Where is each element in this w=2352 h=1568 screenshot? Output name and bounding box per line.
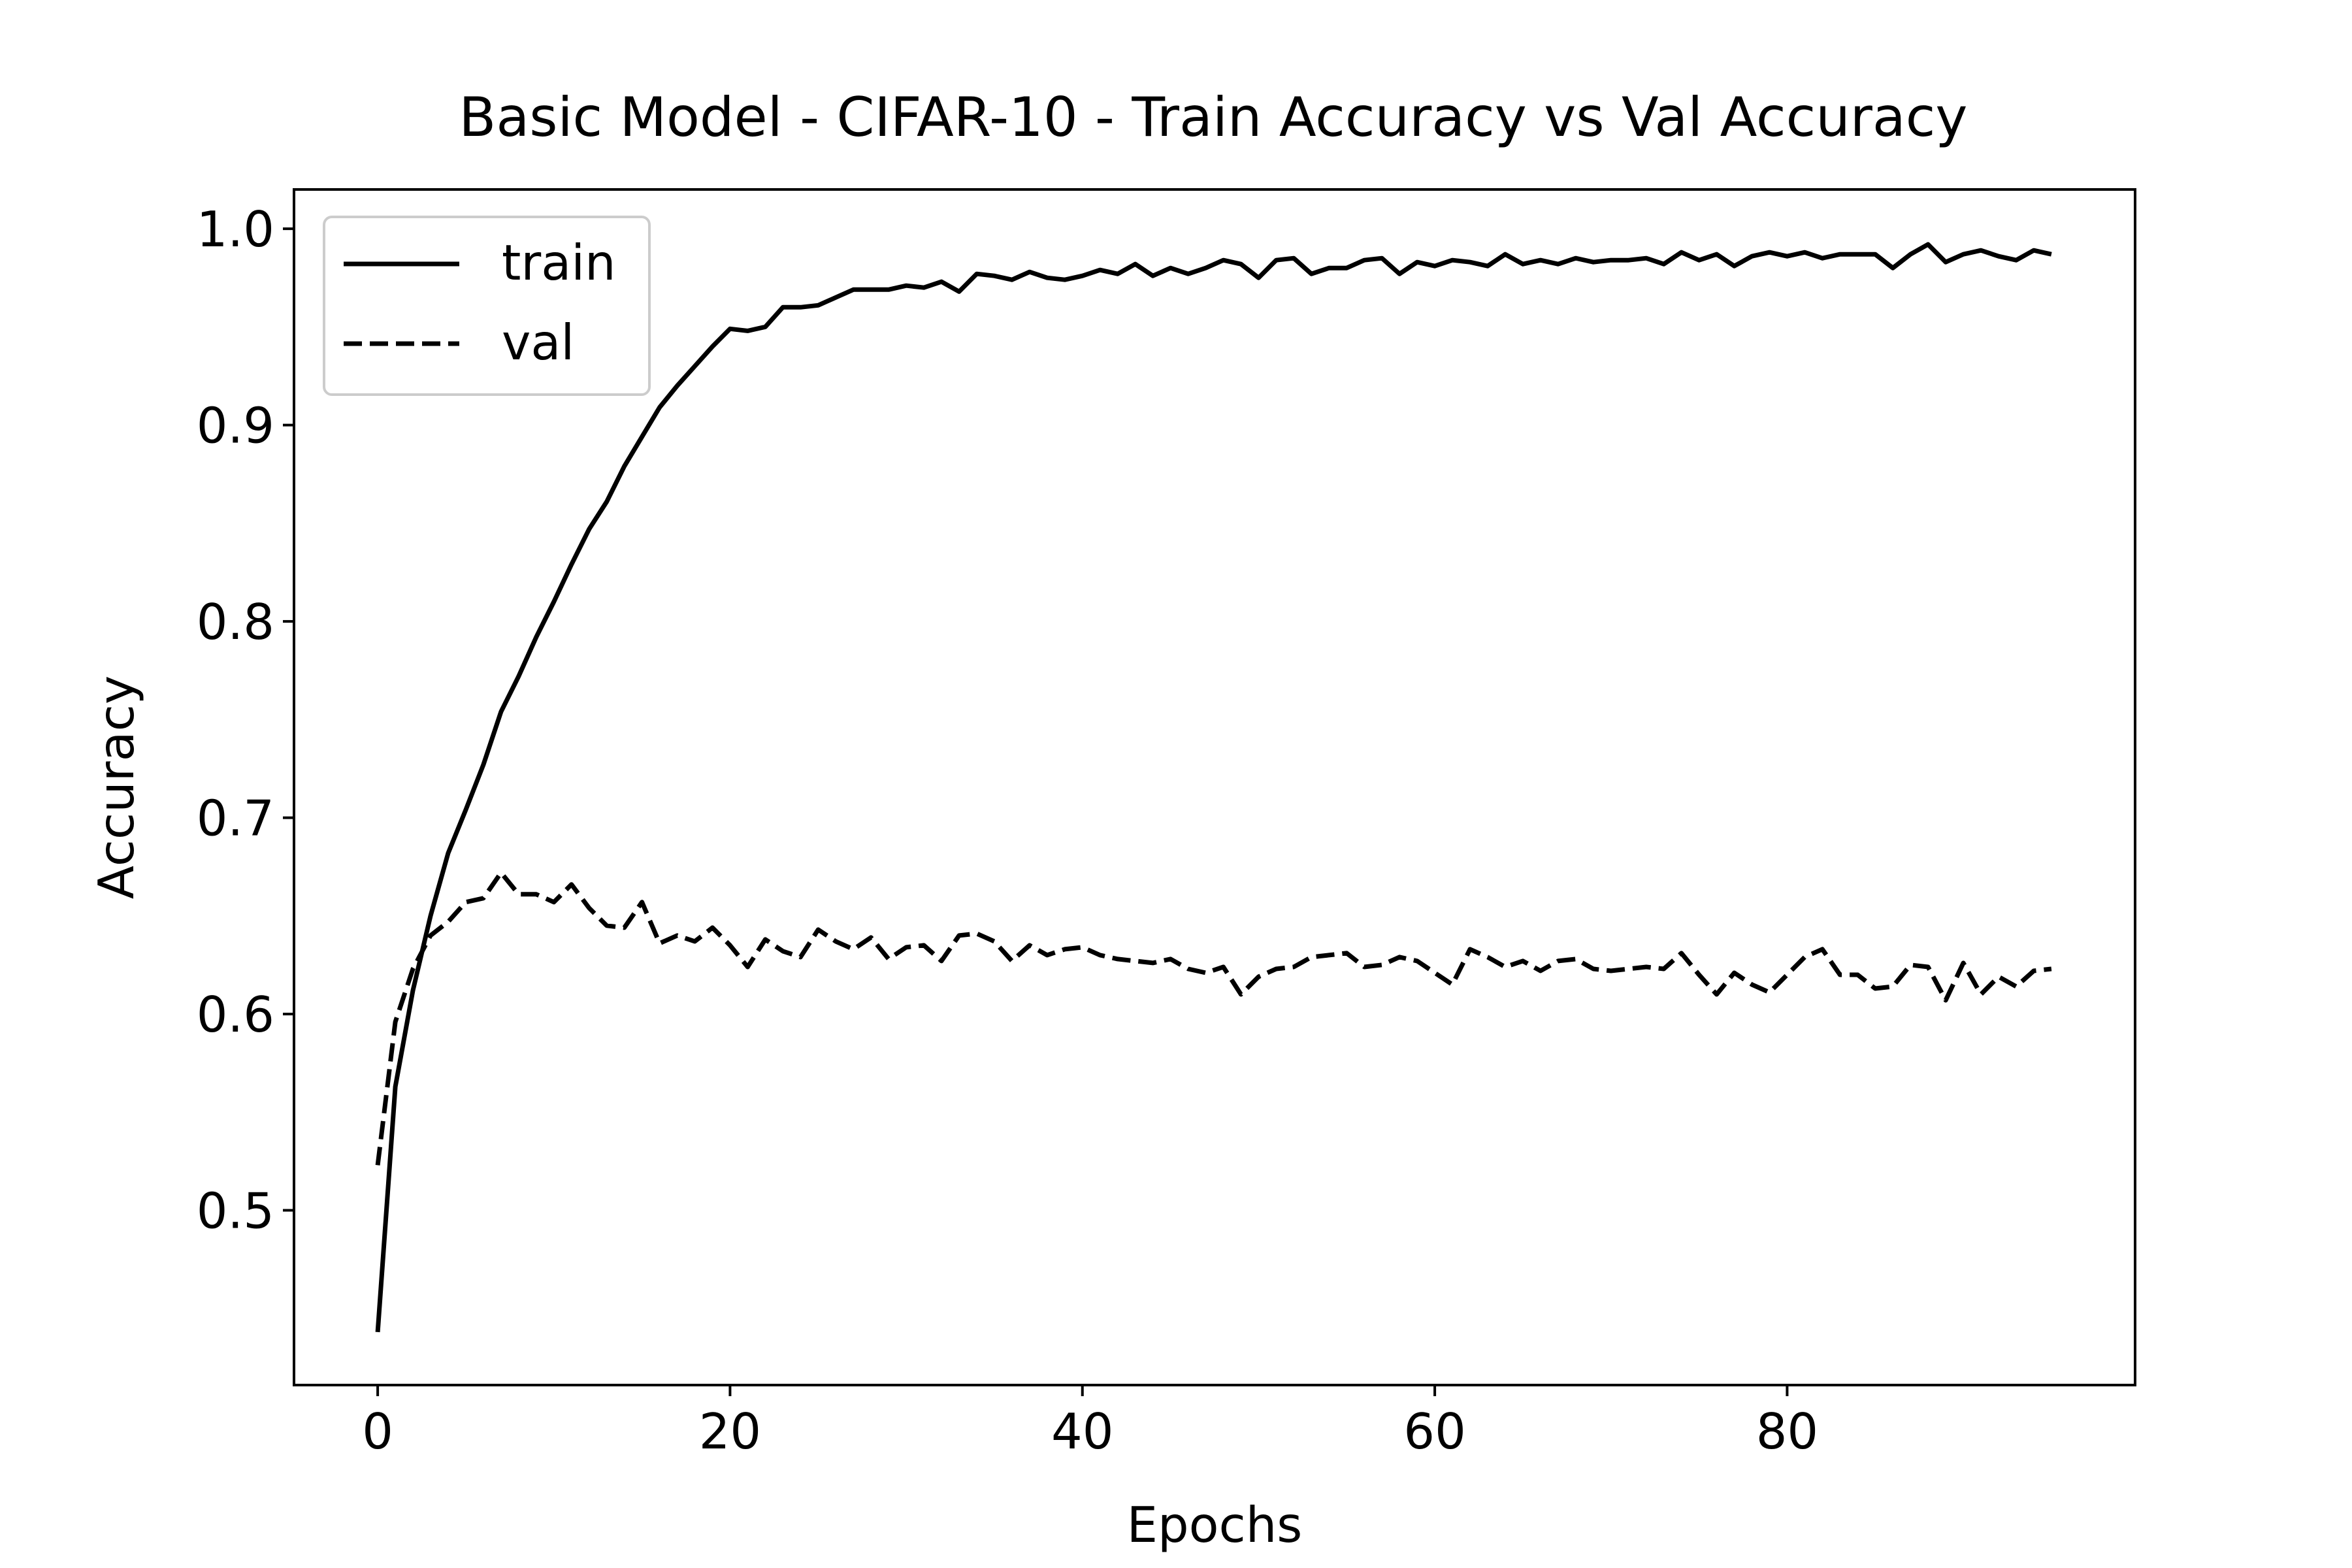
series-line-val <box>375 870 2052 1166</box>
x-tick-label: 60 <box>1403 1403 1465 1460</box>
y-tick-label: 1.0 <box>197 201 274 258</box>
y-tick-label: 0.8 <box>197 593 274 651</box>
x-axis-ticks: 0 20 40 60 80 <box>362 1385 1818 1460</box>
series-line-train <box>375 242 2052 1333</box>
series-lines <box>375 242 2052 1333</box>
y-tick-label: 0.6 <box>197 986 274 1043</box>
y-tick-label: 0.7 <box>197 790 274 847</box>
x-tick-label: 0 <box>362 1403 393 1460</box>
legend-train-label: train <box>502 234 616 291</box>
x-axis-label: Epochs <box>1127 1496 1303 1554</box>
legend: train val <box>323 216 651 396</box>
y-tick-label: 0.9 <box>197 397 274 455</box>
x-tick-label: 80 <box>1756 1403 1818 1460</box>
legend-val-label: val <box>502 314 574 371</box>
plot-area-frame <box>293 188 2136 1386</box>
chart-title: Basic Model - CIFAR-10 - Train Accuracy … <box>459 86 1967 149</box>
x-tick-label: 40 <box>1051 1403 1113 1460</box>
legend-frame <box>323 216 651 396</box>
y-axis-ticks: 0.5 0.6 0.7 0.8 0.9 1.0 <box>197 201 294 1240</box>
y-axis-label: Accuracy <box>88 676 145 899</box>
y-tick-label: 0.5 <box>197 1183 274 1240</box>
x-tick-label: 20 <box>699 1403 761 1460</box>
